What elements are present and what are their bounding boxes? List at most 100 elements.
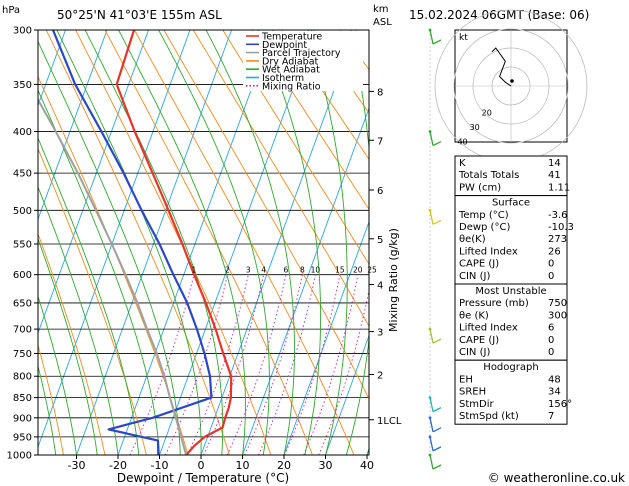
indices-value: 7	[548, 411, 554, 422]
wet-adiabat-line	[38, 364, 57, 455]
wet-adiabat-line	[38, 40, 181, 455]
mixing-ratio-label: 4	[261, 266, 266, 275]
indices-value: -10.3	[548, 222, 574, 233]
indices-label: CIN (J)	[459, 271, 490, 282]
asl-label: ASL	[373, 17, 392, 28]
mixing-ratio-axis-label: Mixing Ratio (g/kg)	[387, 228, 400, 332]
indices-label: SREH	[459, 387, 486, 398]
mixing-ratio-line	[203, 274, 265, 455]
dry-adiabat-line	[163, 30, 369, 400]
indices-label: Lifted Index	[459, 323, 518, 334]
indices-value: 0	[548, 335, 554, 346]
dry-adiabat-line	[104, 30, 313, 455]
indices-label: EH	[459, 374, 473, 385]
temperature-axis: -30 -20 -10 0 10 20 30 40	[68, 455, 374, 472]
legend-entry: Wet Adiabat	[262, 65, 320, 76]
isotherm-line	[38, 30, 191, 449]
indices-value: 48	[548, 374, 561, 385]
pressure-label: 350	[13, 80, 32, 91]
dry-adiabat-line	[281, 30, 369, 161]
indices-value: -3.6	[548, 210, 568, 221]
hodograph-ring-label: 20	[482, 108, 492, 117]
indices-label: Dewp (°C)	[459, 222, 510, 233]
indices-label: Temp (°C)	[458, 210, 509, 221]
mixing-ratio-label: 1	[192, 266, 197, 275]
indices-panel: K 14 Totals Totals 41 PW (cm) 1.11 SurfaceTemp…	[454, 155, 574, 425]
temperature-label: -10	[151, 459, 169, 472]
height-label: 7	[377, 136, 383, 147]
wet-adiabat-line	[158, 30, 270, 455]
pressure-label: 500	[13, 206, 32, 217]
km-label: km	[373, 4, 389, 15]
mixing-ratio-label: 15	[335, 266, 345, 275]
height-label: 3	[377, 328, 383, 339]
dry-adiabat-line	[576, 30, 629, 455]
isotherm-line	[159, 30, 315, 455]
hpa-label: hPa	[2, 5, 20, 16]
indices-label: θe(K)	[459, 234, 486, 245]
hodograph-ring	[453, 28, 569, 144]
indices-label: PW (cm)	[459, 182, 501, 193]
legend-entry: Parcel Trajectory	[262, 48, 341, 59]
most-unstable-table-title: Most Unstable	[475, 286, 546, 297]
mixing-ratio-line	[303, 274, 359, 455]
temperature-label: 0	[198, 459, 205, 472]
mixing-ratio-line	[129, 274, 195, 455]
skewt-series	[38, 30, 233, 455]
isotherm-line	[325, 334, 369, 455]
dry-adiabat-line	[38, 343, 64, 455]
mixing-ratio-line	[164, 274, 228, 455]
wet-adiabat-line	[307, 30, 348, 455]
indices-value: 300	[548, 310, 567, 321]
indices-label: K	[459, 158, 466, 169]
legend-entry: Temperature	[261, 32, 322, 43]
wind-barb	[428, 416, 442, 433]
legend-entry: Dewpoint	[262, 40, 307, 51]
wind-barb	[428, 327, 442, 344]
wet-adiabat-line	[118, 30, 246, 455]
mixing-ratio-line	[258, 274, 316, 455]
indices-value: 26	[548, 246, 561, 257]
height-label: 2	[377, 370, 383, 381]
wet-adiabat-line	[205, 30, 295, 455]
pressure-label: 600	[13, 270, 32, 281]
dry-adiabat-line	[45, 30, 230, 455]
indices-label: Totals Totals	[458, 170, 519, 181]
height-axis: 8 7 6 5 4 3 2 1LCL	[369, 87, 402, 427]
wind-barb	[428, 435, 442, 452]
copyright: © weatheronline.co.uk	[488, 471, 625, 485]
indices-value: 0	[548, 259, 554, 270]
temperature-line	[115, 30, 233, 455]
storm-motion-marker	[510, 79, 514, 83]
dry-adiabat-line	[251, 30, 369, 211]
indices-label: CIN (J)	[459, 347, 490, 358]
temperature-label: 10	[236, 459, 250, 472]
dry-adiabat-line	[192, 30, 369, 328]
mixing-ratio-label: 20	[353, 266, 363, 275]
pressure-label: 550	[13, 239, 32, 250]
height-label: 1LCL	[377, 416, 402, 427]
mixing-ratio-label: 25	[367, 266, 377, 275]
temperature-label: -30	[68, 459, 86, 472]
indices-label: StmDir	[459, 399, 494, 410]
pressure-label: 400	[13, 127, 32, 138]
indices-label: CAPE (J)	[459, 335, 499, 346]
wet-adiabat-line	[257, 30, 322, 455]
temperature-label: 20	[277, 459, 291, 472]
pressure-label: 700	[13, 325, 32, 336]
mixing-ratio-label: 2	[225, 266, 230, 275]
pressure-label: 750	[13, 349, 32, 360]
pressure-label: 900	[13, 413, 32, 424]
hodograph-ring-label: 40	[457, 138, 467, 147]
mixing-ratio-line	[244, 274, 303, 455]
indices-label: Lifted Index	[459, 246, 518, 257]
pressure-label: 950	[13, 432, 32, 443]
dry-adiabat-line	[75, 30, 272, 455]
wet-adiabat-line	[38, 185, 119, 455]
location-title: 50°25'N 41°03'E 155m ASL	[57, 8, 222, 22]
indices-value: 156°	[548, 399, 572, 410]
wind-barb	[428, 28, 442, 45]
mixing-ratio-line	[284, 274, 341, 455]
legend-entry: Mixing Ratio	[262, 81, 321, 92]
wind-barb	[428, 453, 442, 470]
